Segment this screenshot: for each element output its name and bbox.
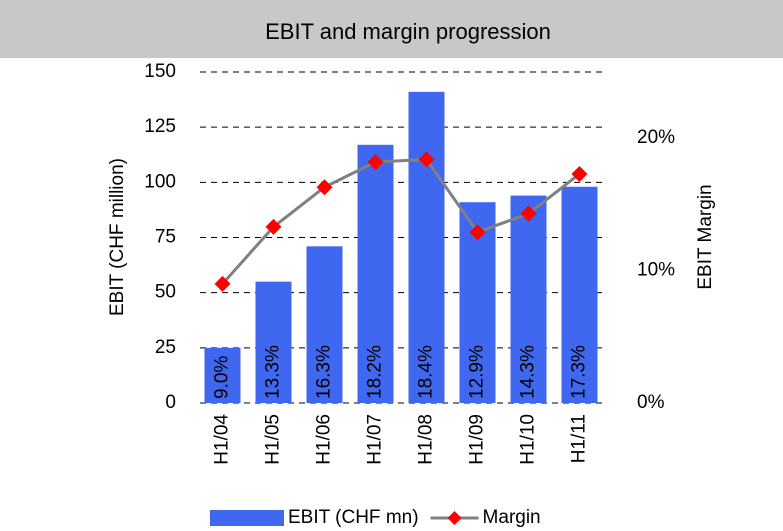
margin-marker: [316, 179, 333, 196]
data-label: 18.4%: [416, 345, 437, 399]
bar: [408, 91, 445, 404]
data-label: 16.3%: [314, 345, 335, 399]
data-label: 14.3%: [518, 345, 539, 399]
y-tick-label: 150: [144, 61, 176, 82]
bar: [561, 186, 598, 403]
y2-tick-label: 20%: [637, 127, 675, 148]
bar: [357, 144, 394, 403]
x-tick-label: H1/06: [314, 414, 335, 465]
y-tick-label: 0: [165, 392, 176, 413]
y-tick-label: 125: [144, 116, 176, 137]
bar: [510, 195, 547, 403]
chart-title: EBIT and margin progression: [265, 19, 551, 44]
margin-marker: [469, 224, 486, 241]
margin-marker: [418, 151, 435, 168]
x-tick-label: H1/11: [569, 414, 590, 463]
legend-swatch: [210, 510, 284, 526]
margin-marker: [571, 165, 588, 182]
margin-marker: [367, 154, 384, 171]
title-band: [0, 0, 783, 58]
bar: [204, 347, 241, 403]
margin-marker: [520, 205, 537, 222]
y-tick-label: 50: [155, 282, 176, 303]
x-tick-label: H1/05: [263, 414, 284, 465]
y2-tick-label: 10%: [637, 260, 675, 281]
margin-line: [221, 157, 581, 285]
x-tick-label: H1/07: [365, 414, 386, 465]
data-label: 9.0%: [212, 356, 233, 399]
bar: [306, 246, 343, 403]
y-tick-label: 75: [155, 227, 176, 248]
x-tick-label: H1/09: [467, 414, 488, 465]
margin-marker: [214, 275, 231, 292]
x-tick-label: H1/04: [212, 414, 233, 465]
bar: [255, 281, 292, 403]
legend-label: EBIT (CHF mn): [288, 507, 419, 528]
data-label: 18.2%: [365, 345, 386, 399]
x-tick-label: H1/10: [518, 414, 539, 465]
legend-label: Margin: [483, 507, 541, 528]
y2-axis-label: EBIT Margin: [695, 184, 716, 289]
y-tick-label: 100: [144, 171, 176, 192]
data-label: 12.9%: [467, 345, 488, 399]
x-tick-label: H1/08: [416, 414, 437, 465]
data-label: 17.3%: [569, 345, 590, 399]
y-tick-label: 25: [155, 337, 176, 358]
legend-marker: [447, 511, 462, 525]
data-label: 13.3%: [263, 345, 284, 399]
margin-marker: [265, 218, 282, 235]
y2-tick-label: 0%: [637, 392, 665, 413]
y-axis-label: EBIT (CHF million): [107, 158, 128, 316]
